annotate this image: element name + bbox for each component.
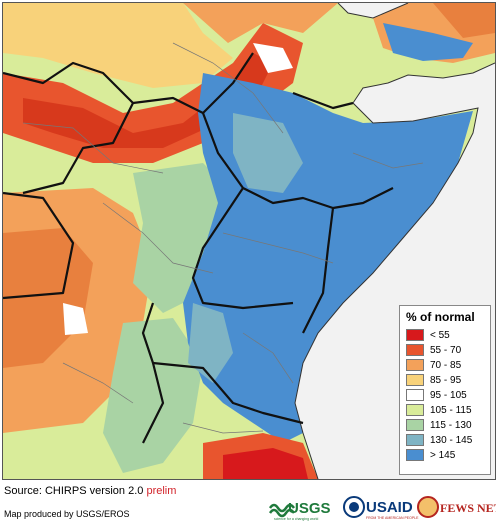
country-borders	[3, 52, 394, 444]
fewsnet-logo-text: FEWS NET	[440, 501, 496, 515]
fewsnet-logo: FEWS NET	[417, 496, 496, 518]
legend-swatch	[406, 374, 424, 386]
legend-item: 130 - 145	[406, 433, 484, 447]
source-text: Source: CHIRPS version 2.0	[4, 485, 147, 497]
map-frame: % of normal < 55 55 - 70 70 - 85 85 - 95 95 …	[2, 2, 496, 480]
legend-swatch	[406, 404, 424, 416]
legend-title: % of normal	[406, 310, 475, 324]
legend-swatch	[406, 389, 424, 401]
legend-swatch	[406, 359, 424, 371]
source-line: Source: CHIRPS version 2.0 prelim	[4, 485, 176, 497]
legend-item: 55 - 70	[406, 343, 484, 357]
usaid-logo-text: USAID	[366, 499, 413, 516]
admin-borders	[22, 42, 424, 434]
legend-item: 70 - 85	[406, 358, 484, 372]
legend-item: 115 - 130	[406, 418, 484, 432]
agency-logos: USGS science for a changing world USAID …	[268, 496, 496, 521]
legend-label: 55 - 70	[430, 344, 462, 356]
usgs-tagline: science for a changing world	[274, 517, 318, 521]
legend-rows: < 55 55 - 70 70 - 85 85 - 95 95 - 105 105 - 1…	[406, 328, 484, 462]
legend-label: 95 - 105	[430, 389, 467, 401]
legend-swatch	[406, 419, 424, 431]
legend-label: 130 - 145	[430, 434, 473, 446]
legend-swatch	[406, 329, 424, 341]
legend-item: < 55	[406, 328, 484, 342]
legend-item: 85 - 95	[406, 373, 484, 387]
usaid-logo: USAID FROM THE AMERICAN PEOPLE	[343, 496, 419, 520]
legend-swatch	[406, 434, 424, 446]
coastline	[294, 3, 495, 479]
usgs-logo-text: USGS	[288, 500, 331, 517]
usgs-logo: USGS science for a changing world	[268, 500, 331, 521]
legend-item: > 145	[406, 448, 484, 462]
map-legend: % of normal < 55 55 - 70 70 - 85 85 - 95 95 …	[399, 305, 491, 475]
legend-label: 85 - 95	[430, 374, 462, 386]
legend-item: 95 - 105	[406, 388, 484, 402]
legend-label: < 55	[430, 329, 450, 341]
legend-label: 70 - 85	[430, 359, 462, 371]
legend-label: > 145	[430, 449, 456, 461]
legend-swatch	[406, 449, 424, 461]
legend-swatch	[406, 344, 424, 356]
legend-label: 115 - 130	[430, 419, 472, 431]
legend-item: 105 - 115	[406, 403, 484, 417]
source-prelim-label: prelim	[146, 485, 177, 497]
producer-credit: Map produced by USGS/EROS	[4, 509, 130, 519]
legend-label: 105 - 115	[430, 404, 472, 416]
rainfall-anomaly-map	[3, 3, 495, 479]
usaid-tagline: FROM THE AMERICAN PEOPLE	[366, 516, 419, 520]
